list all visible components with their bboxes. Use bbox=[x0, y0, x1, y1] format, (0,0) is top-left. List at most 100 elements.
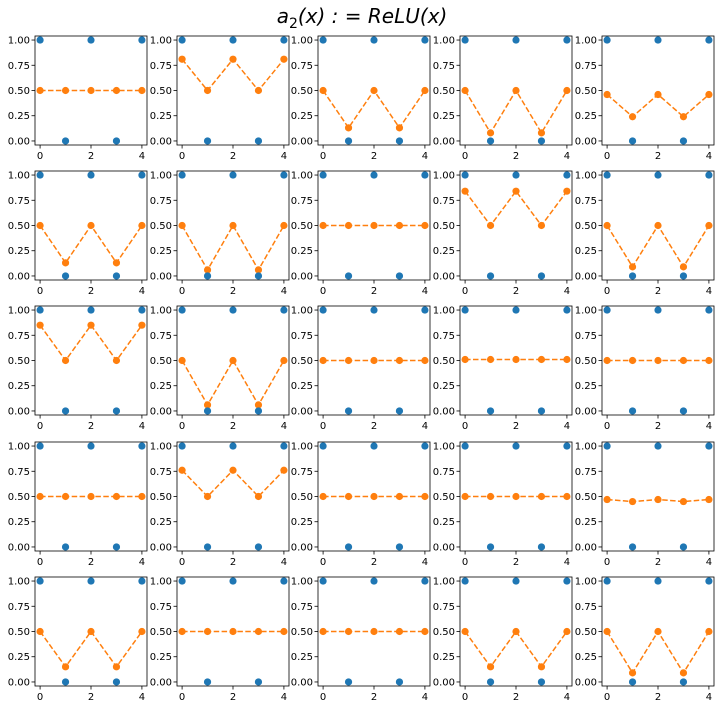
x-tick-label: 0 bbox=[320, 151, 326, 162]
y-tick-label: 0.50 bbox=[433, 221, 455, 232]
title-part-2: (x) : = ReLU(x) bbox=[298, 4, 447, 28]
output-point bbox=[61, 492, 70, 501]
target-point bbox=[112, 137, 121, 145]
target-point bbox=[486, 272, 495, 280]
target-point bbox=[178, 442, 186, 450]
output-point bbox=[537, 492, 546, 501]
y-tick-label: 0.00 bbox=[291, 677, 313, 688]
x-tick-label: 4 bbox=[281, 286, 287, 297]
output-point bbox=[705, 90, 713, 99]
output-point bbox=[178, 627, 186, 636]
output-point bbox=[112, 259, 121, 267]
target-point bbox=[87, 306, 95, 314]
y-tick-label: 0.50 bbox=[8, 627, 30, 638]
target-point bbox=[178, 306, 186, 314]
y-tick-label: 0.25 bbox=[8, 246, 30, 257]
y-tick-label: 0.75 bbox=[291, 602, 313, 613]
output-point bbox=[563, 492, 571, 501]
output-point bbox=[370, 356, 378, 365]
output-point bbox=[421, 492, 429, 501]
y-tick-label: 0.75 bbox=[291, 467, 313, 478]
y-tick-label: 0.75 bbox=[150, 331, 172, 342]
y-tick-label: 1.00 bbox=[575, 577, 597, 588]
target-point bbox=[112, 678, 121, 686]
y-tick-label: 0.75 bbox=[433, 331, 455, 342]
output-point bbox=[280, 356, 288, 365]
x-tick-label: 2 bbox=[88, 286, 94, 297]
output-point bbox=[178, 466, 186, 474]
output-point bbox=[229, 221, 237, 230]
y-tick-label: 0.25 bbox=[8, 111, 30, 122]
target-point bbox=[537, 272, 546, 280]
output-point bbox=[679, 497, 688, 506]
y-tick-label: 0.75 bbox=[291, 331, 313, 342]
target-point bbox=[421, 577, 429, 585]
output-point bbox=[61, 663, 70, 671]
x-tick-label: 2 bbox=[513, 421, 519, 432]
target-point bbox=[603, 306, 611, 314]
x-tick-label: 4 bbox=[139, 692, 145, 703]
target-point bbox=[319, 306, 327, 314]
axes-frame bbox=[459, 170, 573, 281]
target-point bbox=[705, 171, 713, 179]
target-point bbox=[87, 577, 95, 585]
axes-frame bbox=[176, 35, 290, 146]
output-point bbox=[203, 401, 212, 409]
y-tick-label: 0.75 bbox=[575, 196, 597, 207]
x-tick-label: 4 bbox=[564, 286, 570, 297]
target-point bbox=[461, 171, 469, 179]
title-part-0: a bbox=[277, 4, 289, 28]
y-tick-label: 0.75 bbox=[150, 61, 172, 72]
y-tick-label: 0.00 bbox=[291, 136, 313, 147]
y-tick-label: 0.75 bbox=[575, 331, 597, 342]
x-tick-label: 2 bbox=[230, 557, 236, 568]
output-series-line bbox=[181, 358, 285, 407]
target-point bbox=[537, 407, 546, 415]
x-tick-label: 4 bbox=[281, 692, 287, 703]
y-tick-label: 0.00 bbox=[433, 271, 455, 282]
y-tick-label: 1.00 bbox=[433, 171, 455, 182]
y-tick-label: 0.50 bbox=[575, 221, 597, 232]
target-point bbox=[628, 543, 637, 551]
target-point bbox=[461, 577, 469, 585]
target-point bbox=[344, 272, 353, 280]
output-point bbox=[112, 492, 121, 501]
x-tick-label: 0 bbox=[179, 557, 185, 568]
target-point bbox=[178, 171, 186, 179]
x-tick-label: 4 bbox=[706, 557, 712, 568]
x-tick-label: 2 bbox=[655, 421, 661, 432]
y-tick-label: 0.75 bbox=[8, 602, 30, 613]
target-point bbox=[178, 577, 186, 585]
x-tick-label: 4 bbox=[139, 151, 145, 162]
target-point bbox=[395, 272, 404, 280]
output-point bbox=[679, 113, 688, 121]
output-point bbox=[461, 355, 469, 364]
y-tick-label: 0.00 bbox=[8, 677, 30, 688]
x-tick-label: 0 bbox=[37, 151, 43, 162]
y-tick-label: 1.00 bbox=[433, 36, 455, 47]
output-point bbox=[679, 263, 688, 271]
output-point bbox=[395, 627, 404, 636]
y-tick-label: 1.00 bbox=[575, 36, 597, 47]
output-series-line bbox=[464, 189, 568, 227]
output-point bbox=[344, 492, 353, 501]
y-tick-label: 0.25 bbox=[291, 652, 313, 663]
y-tick-label: 0.25 bbox=[291, 246, 313, 257]
output-point bbox=[628, 356, 637, 365]
output-point bbox=[229, 55, 237, 63]
output-point bbox=[112, 663, 121, 671]
target-point bbox=[395, 678, 404, 686]
y-tick-label: 0.25 bbox=[150, 111, 172, 122]
target-point bbox=[370, 306, 378, 314]
output-point bbox=[370, 627, 378, 636]
target-point bbox=[679, 137, 688, 145]
y-tick-label: 0.50 bbox=[150, 356, 172, 367]
x-tick-label: 0 bbox=[320, 692, 326, 703]
target-point bbox=[563, 306, 571, 314]
x-tick-label: 4 bbox=[706, 692, 712, 703]
output-point bbox=[138, 321, 146, 329]
target-point bbox=[254, 407, 263, 415]
x-tick-label: 0 bbox=[462, 286, 468, 297]
x-tick-label: 4 bbox=[564, 557, 570, 568]
target-point bbox=[461, 36, 469, 44]
